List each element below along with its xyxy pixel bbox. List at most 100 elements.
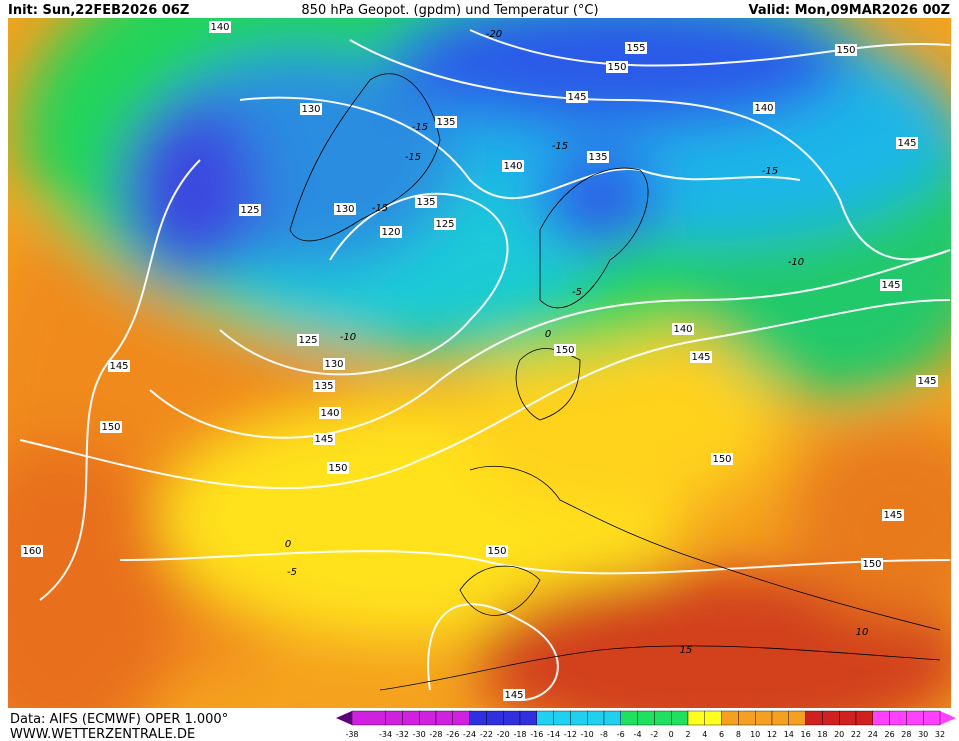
colorbar-segment [687,710,705,726]
temperature-label: 0 [545,329,551,340]
label-box [587,151,609,163]
colorbar-segment [452,710,470,726]
geopotential-label: 145 [109,361,128,372]
geopotential-label: 145 [567,92,586,103]
colorbar-tick-label: 0 [669,730,674,739]
geopotential-label: 140 [320,408,339,419]
label-box [239,204,261,216]
colorbar-tick-label: -34 [379,730,392,739]
colorbar-tick-label: -6 [617,730,625,739]
colorbar-segment [704,710,722,726]
colorbar-segment [486,710,504,726]
colorbar-tick-label: 4 [702,730,707,739]
colorbar-tick-label: -8 [600,730,608,739]
init-time: Init: Sun,22FEB2026 06Z [8,3,189,18]
label-box [108,360,130,372]
colorbar-segment [923,710,941,726]
colorbar-segment [822,710,840,726]
geopotential-label: 150 [101,422,120,433]
temperature-label: -15 [552,141,568,152]
label-box [323,358,345,370]
label-box [297,334,319,346]
colorbar-segment [603,710,621,726]
colorbar-segment [519,710,537,726]
colorbar: -38 -34 -32 -30 -28 -26 -24 -22 -20 -18 -16 -14 -12-… [336,710,956,739]
label-box [502,160,524,172]
label-box [861,558,883,570]
colorbar-segment [402,710,420,726]
data-source: Data: AIFS (ECMWF) OPER 1.000° [10,712,228,727]
colorbar-tick-label: 8 [736,730,741,739]
label-box [300,103,322,115]
colorbar-tick-label: 6 [719,730,724,739]
colorbar-tick-label: -4 [634,730,642,739]
colorbar-tick-label: 30 [918,730,928,739]
geopotential-label: 125 [240,205,259,216]
colorbar-segment [469,710,487,726]
label-box [753,102,775,114]
label-box [896,137,918,149]
temperature-label: -5 [572,287,582,298]
colorbar-segment [721,710,739,726]
colorbar-segment [755,710,773,726]
geopotential-label: 145 [883,510,902,521]
temperature-labels: -20 -15 -15 -15 -15 -15 -10 -5 -10 0 0 -5 10 15 [285,29,869,656]
geopotential-label: 145 [917,376,936,387]
colorbar-tick-label: 10 [750,730,760,739]
label-box [672,323,694,335]
temperature-label: -15 [405,152,421,163]
geopotential-label: 130 [335,204,354,215]
colorbar-tick-label: 2 [685,730,690,739]
label-box [835,44,857,56]
website: WWW.WETTERZENTRALE.DE [10,727,195,741]
geopotential-label: 120 [381,227,400,238]
colorbar-tick-label: -14 [547,730,560,739]
colorbar-segment [435,710,453,726]
label-box [486,545,508,557]
colorbar-tick-label: 14 [784,730,794,739]
geopotential-label: 150 [836,45,855,56]
colorbar-segment [637,710,655,726]
geopotential-label: 145 [897,138,916,149]
colorbar-tick-label: -22 [480,730,493,739]
colorbar-arrow-right [940,711,956,725]
colorbar-tick-label: -30 [413,730,426,739]
colorbar-segment [570,710,588,726]
label-box [319,407,341,419]
colorbar-tick-label: -24 [463,730,476,739]
label-box [435,116,457,128]
geopotential-label: 150 [328,463,347,474]
geopotential-label: 130 [324,359,343,370]
label-box [21,545,43,557]
colorbar-tick-label: 16 [801,730,811,739]
label-box [434,218,456,230]
colorbar-tick-label: 18 [817,730,827,739]
temperature-label: -10 [788,257,804,268]
colorbar-segment [620,710,638,726]
temperature-label: -5 [287,567,297,578]
temperature-label: 10 [856,627,869,638]
colorbar-segment [654,710,672,726]
label-box [880,279,902,291]
colorbar-tick-label: 26 [885,730,895,739]
colorbar-segment [385,710,403,726]
colorbar-segment [872,710,890,726]
geopotential-label: 145 [314,434,333,445]
colorbar-tick-label: 20 [834,730,844,739]
colorbar-segment [738,710,756,726]
colorbar-tick-label: -38 [345,730,358,739]
geopotential-label: 140 [673,324,692,335]
geopotential-label: 155 [626,43,645,54]
geopotential-label: 150 [487,546,506,557]
temperature-label: -10 [340,332,356,343]
geopotential-label: 150 [862,559,881,570]
label-box [606,61,628,73]
geopotential-label: 160 [22,546,41,557]
label-box [313,380,335,392]
geopotential-label: 135 [588,152,607,163]
colorbar-tick-label: -12 [564,730,577,739]
geopotential-label: 140 [503,161,522,172]
geopotential-label: 150 [712,454,731,465]
